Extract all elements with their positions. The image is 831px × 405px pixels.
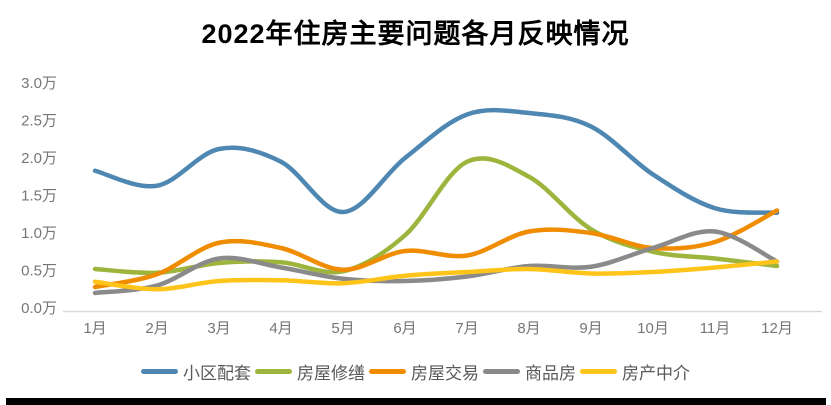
series-line-商品房 [92, 229, 780, 296]
chart-title: 2022年住房主要问题各月反映情况 [201, 19, 630, 49]
legend-swatch-icon [369, 369, 406, 374]
y-axis-tick-label: 2.5万 [21, 113, 57, 130]
x-axis-tick-label: 10月 [637, 320, 669, 337]
y-axis-tick-label: 0.5万 [21, 263, 57, 280]
y-axis-tick-label: 1.0万 [21, 225, 57, 242]
legend-item-商品房[interactable]: 商品房 [483, 359, 576, 384]
chart-legend: 小区配套 房屋修缮 房屋交易 商品房 房产中介 [0, 359, 831, 384]
legend-swatch-icon [483, 369, 520, 374]
x-axis-tick-label: 5月 [331, 320, 354, 337]
legend-label: 商品房 [525, 364, 576, 383]
bottom-border-bar [6, 398, 826, 405]
legend-label: 房产中介 [622, 364, 690, 383]
x-axis-tick-label: 6月 [393, 320, 416, 337]
x-axis-tick-label: 8月 [517, 320, 540, 337]
legend-swatch-icon [255, 369, 292, 374]
legend-item-房产中介[interactable]: 房产中介 [580, 359, 690, 384]
legend-swatch-icon [141, 369, 178, 374]
y-axis-tick-label: 3.0万 [21, 75, 57, 92]
x-axis-tick-label: 1月 [83, 320, 106, 337]
series-line-房产中介 [92, 259, 780, 292]
x-axis-tick-label: 11月 [700, 320, 731, 337]
x-axis-tick-label: 7月 [455, 320, 478, 337]
legend-swatch-icon [580, 369, 617, 374]
y-axis-tick-label: 0.0万 [21, 300, 57, 317]
series-line-房屋修缮 [92, 156, 780, 276]
y-axis-tick-label: 2.0万 [21, 150, 57, 167]
legend-item-房屋修缮[interactable]: 房屋修缮 [255, 359, 365, 384]
x-axis-tick-label: 9月 [579, 320, 602, 337]
y-axis-tick-label: 1.5万 [21, 188, 57, 205]
legend-label: 房屋修缮 [297, 364, 365, 383]
legend-item-房屋交易[interactable]: 房屋交易 [369, 359, 479, 384]
x-axis-tick-label: 2月 [145, 320, 168, 337]
series-line-小区配套 [92, 107, 780, 215]
legend-label: 房屋交易 [411, 364, 479, 383]
legend-item-小区配套[interactable]: 小区配套 [141, 359, 251, 384]
x-axis-tick-label: 4月 [269, 320, 292, 337]
x-axis-tick-label: 3月 [207, 320, 230, 337]
x-axis-tick-label: 12月 [761, 320, 793, 337]
legend-label: 小区配套 [183, 364, 251, 383]
